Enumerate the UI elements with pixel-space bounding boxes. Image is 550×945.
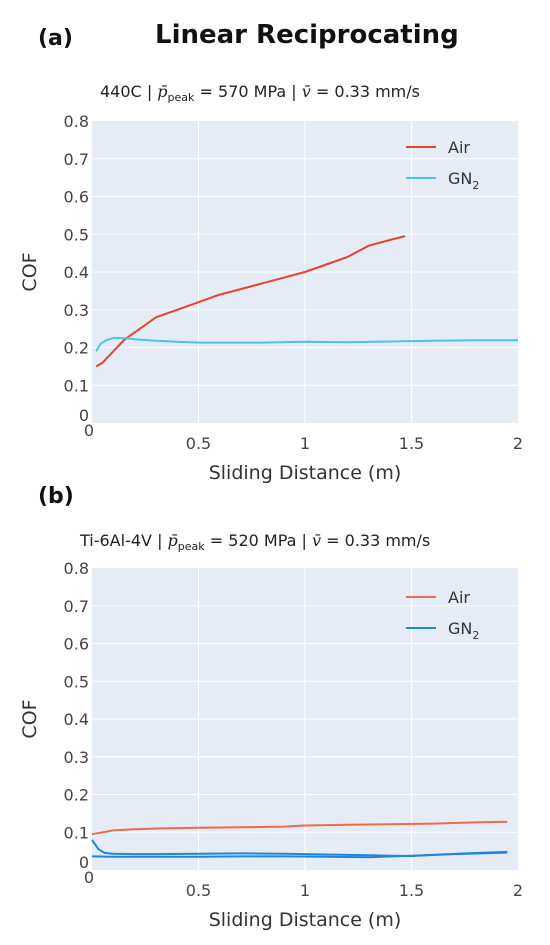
- x-tick-label-a-0: 0: [84, 421, 94, 440]
- subtitle-b-p-value: = 520 MPa: [209, 531, 297, 550]
- panel-label-b: (b): [38, 484, 74, 509]
- series-line-a-0: [95, 235, 406, 368]
- chart-b-subtitle: Ti-6Al-4V | p̄peak = 520 MPa | v̄ = 0.33…: [80, 531, 430, 553]
- x-tick-label-a-2: 1: [300, 434, 310, 453]
- x-axis-label-b: Sliding Distance (m): [209, 909, 402, 931]
- y-tick-label-b-1: 0.1: [64, 823, 89, 842]
- chart-a: 0 0.5 1 1.5 2 0 0.1 0.2 0.3 0.4 0.5 0.6 0.7 0.8 Slidin…: [19, 112, 523, 484]
- subtitle-b-v-symbol: v̄: [312, 531, 322, 550]
- y-tick-label-a-0: 0: [79, 406, 89, 425]
- y-tick-label-a-8: 0.8: [64, 112, 89, 131]
- y-tick-label-b-3: 0.3: [64, 748, 89, 767]
- figure-title: Linear Reciprocating: [155, 20, 459, 50]
- y-axis-label-a: COF: [19, 252, 41, 291]
- series-line-a-1: [95, 337, 518, 352]
- x-tick-label-b-0: 0: [84, 868, 94, 887]
- y-tick-label-b-7: 0.7: [64, 597, 89, 616]
- subtitle-b-p-symbol: p̄: [167, 531, 178, 550]
- x-tick-label-b-2: 1: [300, 881, 310, 900]
- y-tick-label-b-0: 0: [79, 853, 89, 872]
- x-tick-label-b-1: 0.5: [186, 881, 211, 900]
- subtitle-a-p-sub: peak: [167, 91, 195, 105]
- subtitle-b-sep1: |: [157, 531, 163, 550]
- subtitle-b-sep2: |: [301, 531, 307, 550]
- legend-label-a-0: Air: [448, 138, 470, 157]
- chart-b: 0 0.5 1 1.5 2 0 0.1 0.2 0.3 0.4 0.5 0.6 0.7 0.8 Slidin…: [19, 559, 523, 931]
- y-tick-label-a-5: 0.5: [64, 225, 89, 244]
- subtitle-b-v-value: = 0.33 mm/s: [326, 531, 431, 550]
- x-tick-label-a-1: 0.5: [186, 434, 211, 453]
- x-tick-label-a-3: 1.5: [399, 434, 424, 453]
- y-tick-label-b-5: 0.5: [64, 672, 89, 691]
- subtitle-a-p-value: = 570 MPa: [199, 82, 287, 101]
- chart-a-subtitle: 440C | p̄peak = 570 MPa | v̄ = 0.33 mm/s: [100, 82, 420, 104]
- legend-label-a-1: GN2: [448, 169, 479, 192]
- subtitle-a-v-value: = 0.33 mm/s: [315, 82, 420, 101]
- y-tick-label-b-2: 0.2: [64, 786, 89, 805]
- x-tick-label-a-4: 2: [513, 434, 523, 453]
- subtitle-a-sep1: |: [146, 82, 153, 101]
- subtitle-b-material: Ti-6Al-4V: [80, 531, 152, 550]
- legend-label-b-0: Air: [448, 588, 470, 607]
- y-tick-label-a-7: 0.7: [64, 150, 89, 169]
- y-axis-label-b: COF: [19, 699, 41, 738]
- y-tick-label-a-3: 0.3: [64, 301, 89, 320]
- y-tick-label-b-4: 0.4: [64, 710, 89, 729]
- y-tick-label-a-6: 0.6: [64, 188, 89, 207]
- panel-label-a: (a): [38, 26, 73, 51]
- x-tick-label-b-3: 1.5: [399, 881, 424, 900]
- y-tick-label-a-4: 0.4: [64, 263, 89, 282]
- x-axis-label-a: Sliding Distance (m): [209, 462, 402, 484]
- subtitle-a-p-symbol: p̄: [157, 82, 168, 101]
- series-line-b-2: [91, 851, 508, 859]
- subtitle-a-sep2: |: [291, 82, 297, 101]
- x-tick-label-b-4: 2: [513, 881, 523, 900]
- legend-label-b-1: GN2: [448, 619, 479, 642]
- y-tick-label-b-8: 0.8: [64, 559, 89, 578]
- series-line-b-0: [91, 820, 508, 836]
- y-tick-label-a-1: 0.1: [64, 376, 89, 395]
- y-tick-label-a-2: 0.2: [64, 339, 89, 358]
- subtitle-a-material: 440C: [100, 82, 142, 101]
- subtitle-b-p-sub: peak: [177, 540, 205, 554]
- y-tick-label-b-6: 0.6: [64, 635, 89, 654]
- subtitle-a-v-symbol: v̄: [301, 82, 311, 101]
